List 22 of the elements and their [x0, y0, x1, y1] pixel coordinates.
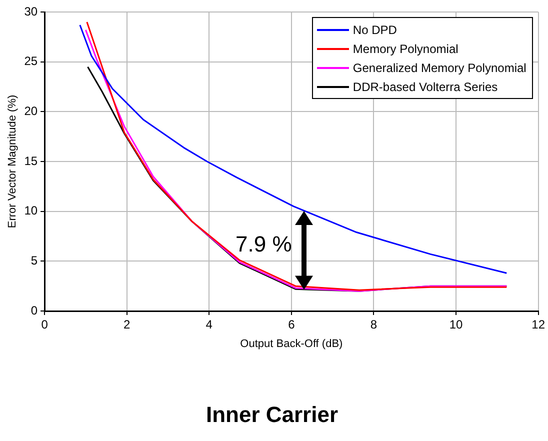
x-tick-label: 10: [449, 318, 464, 332]
y-tick-label: 25: [24, 54, 38, 68]
x-tick-label: 12: [532, 318, 546, 332]
x-tick-label: 8: [370, 318, 378, 332]
annotation: 7.9 %: [236, 231, 292, 256]
legend-label: No DPD: [352, 22, 397, 36]
x-tick-label: 0: [41, 318, 48, 332]
x-axis-title: Output Back-Off (dB): [240, 338, 343, 350]
x-tick-label: 4: [206, 318, 213, 332]
y-tick-label: 20: [24, 104, 38, 118]
legend-label: Generalized Memory Polynomial: [352, 60, 526, 74]
y-tick-label: 0: [30, 303, 38, 318]
x-tick-label: 2: [124, 318, 130, 332]
x-tick-label: 6: [288, 318, 296, 332]
text: Inner Carrier: [206, 402, 338, 427]
legend-label: Memory Polynomial: [352, 42, 458, 56]
y-tick-label: 30: [24, 4, 38, 18]
y-tick-label: 15: [24, 154, 38, 168]
y-axis-title: Error Vector Magnitude (%): [6, 94, 19, 228]
y-tick-label: 10: [24, 204, 38, 218]
legend-label: DDR-based Volterra Series: [352, 80, 498, 94]
y-tick-label: 5: [30, 253, 38, 268]
